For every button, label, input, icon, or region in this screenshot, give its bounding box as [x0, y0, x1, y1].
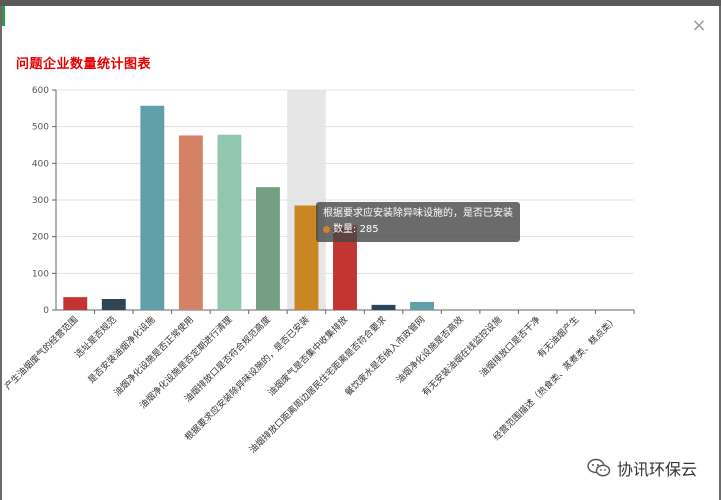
tooltip-series-label: 数量: [333, 224, 353, 235]
bar: [255, 187, 280, 310]
close-icon[interactable]: ×: [691, 15, 707, 36]
chart-title: 问题企业数量统计图表: [16, 57, 152, 72]
y-tick-label: 100: [32, 269, 49, 279]
x-tick-label: 有无安装油烟在线监控设施: [419, 314, 504, 399]
bar: [101, 299, 126, 310]
bar-chart: 0100200300400500600产生油烟废气的经营范围选址是否规范是否安装…: [2, 86, 635, 456]
wechat-icon: [587, 458, 611, 477]
x-tick-label: 是否安装油烟净化设施: [85, 314, 157, 386]
x-tick-label: 餐饮废水是否纳入市政管网: [342, 314, 427, 399]
bar: [333, 225, 357, 310]
tooltip-title: 根据要求应安装除异味设施的，是否已安装: [323, 208, 513, 219]
x-tick-label: 产生油烟废气的经营范围: [2, 314, 80, 392]
x-tick-label: 油烟净化设施是否高效: [394, 314, 466, 386]
chart-tooltip: 根据要求应安装除异味设施的，是否已安装 数量: 285: [316, 202, 520, 242]
y-tick-label: 400: [32, 159, 49, 169]
y-tick-label: 300: [32, 196, 49, 206]
left-accent-bar: [2, 6, 5, 26]
bar: [294, 205, 319, 310]
bar: [178, 135, 203, 310]
tooltip-value: 285: [359, 224, 379, 235]
window-top-bar: [0, 0, 721, 6]
bar: [217, 134, 242, 310]
y-tick-label: 200: [32, 233, 49, 243]
watermark-text: 协讯环保云: [616, 460, 697, 479]
y-tick-label: 500: [32, 123, 49, 133]
bar: [140, 105, 165, 311]
y-tick-label: 600: [32, 86, 49, 96]
tooltip-series-dot: [323, 225, 330, 233]
bar: [410, 301, 435, 310]
x-tick-label: 油烟排放口是否干净: [477, 314, 543, 380]
x-tick-label: 油烟净化设施是否正常使用: [111, 314, 196, 399]
bar: [63, 297, 88, 310]
x-tick-label: 油烟废气是否集中收集排放: [265, 314, 350, 399]
y-tick-label: 0: [43, 306, 49, 316]
chart-dialog: × 问题企业数量统计图表 0 100 200 300 400 500 600 产生油烟废气的经…: [2, 6, 719, 500]
tooltip-row: 数量: 285: [323, 222, 513, 238]
watermark: 协讯环保云: [587, 456, 697, 480]
bar: [371, 304, 396, 310]
x-tick-label: 油烟排放口距离周边居民住宅距离是否符合要求: [247, 314, 389, 456]
